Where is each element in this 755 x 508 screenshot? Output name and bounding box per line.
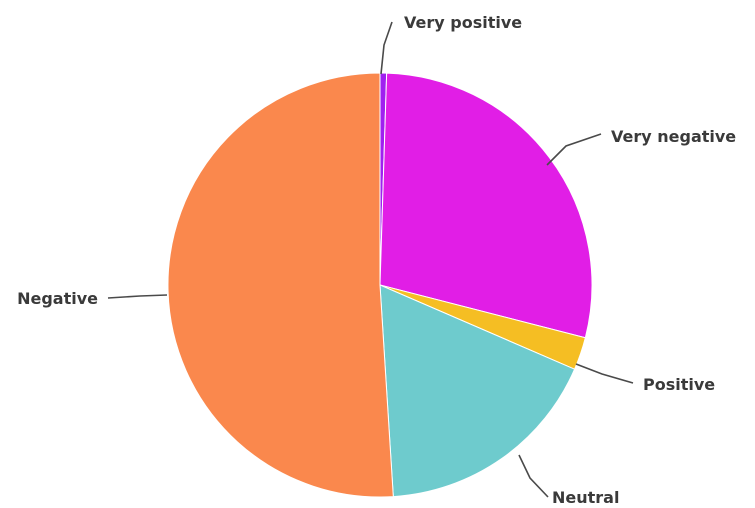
leader-line-very-positive <box>380 21 393 75</box>
slice-label-negative: Negative <box>17 289 98 308</box>
pie-slices <box>167 72 593 498</box>
leader-line-very-negative <box>546 133 602 166</box>
slice-label-positive: Positive <box>643 375 715 394</box>
pie-slice-negative <box>167 72 394 498</box>
pie-slice-very-negative <box>379 72 593 339</box>
slice-label-neutral: Neutral <box>552 488 619 507</box>
leader-line-negative <box>107 294 168 299</box>
slice-label-very-negative: Very negative <box>611 127 736 146</box>
slice-label-very-positive: Very positive <box>404 13 522 32</box>
leader-line-positive <box>575 363 634 384</box>
pie-slice-neutral <box>379 284 576 498</box>
leader-line-neutral <box>518 454 549 498</box>
pie-labels: Very positive Very negative Positive Neutra… <box>17 13 736 507</box>
